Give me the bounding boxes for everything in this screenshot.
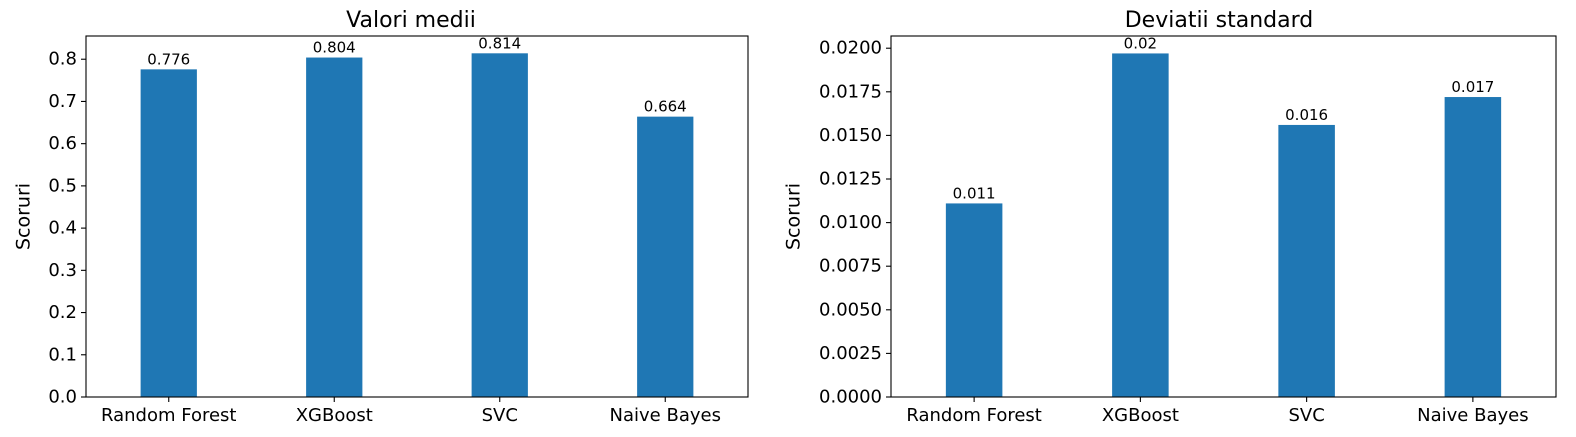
y-tick-label: 0.0150 bbox=[819, 125, 882, 146]
axes-frame bbox=[85, 35, 749, 398]
data-label: 0.664 bbox=[644, 98, 687, 116]
bar bbox=[945, 203, 1003, 397]
x-tick-label: SVC bbox=[1288, 405, 1324, 426]
x-tick-label: XGBoost bbox=[1102, 405, 1179, 426]
bar bbox=[140, 69, 197, 397]
y-tick-label: 0.1 bbox=[48, 344, 77, 365]
bar bbox=[637, 116, 694, 398]
y-tick-label: 0.0075 bbox=[819, 256, 882, 277]
y-tick-label: 0.7 bbox=[48, 91, 77, 112]
y-tick-label: 0.0100 bbox=[819, 212, 882, 233]
x-tick-label: Naive Bayes bbox=[1417, 405, 1528, 426]
data-label: 0.017 bbox=[1451, 78, 1494, 96]
y-tick-label: 0.4 bbox=[48, 218, 77, 239]
y-axis-label: Scoruri bbox=[783, 183, 805, 250]
y-tick-label: 0.8 bbox=[48, 49, 77, 70]
bar bbox=[306, 57, 363, 398]
y-tick-label: 0.6 bbox=[48, 133, 77, 154]
x-tick-label: Random Forest bbox=[101, 405, 236, 426]
y-tick-label: 0.0200 bbox=[819, 38, 882, 59]
subplot-2: Deviatii standard Scoruri 0.011 Random Fore… bbox=[783, 8, 1557, 426]
bar bbox=[1278, 124, 1335, 398]
y-tick-label: 0.5 bbox=[48, 175, 77, 196]
chart-title: Deviatii standard bbox=[1125, 8, 1314, 33]
data-label: 0.804 bbox=[313, 39, 356, 57]
y-tick-label: 0.3 bbox=[48, 260, 77, 281]
data-label: 0.011 bbox=[953, 184, 996, 202]
data-label: 0.776 bbox=[147, 50, 190, 68]
data-label: 0.016 bbox=[1285, 106, 1328, 124]
y-tick-label: 0.0175 bbox=[819, 81, 882, 102]
axes-frame bbox=[890, 35, 1557, 398]
data-label: 0.02 bbox=[1124, 34, 1157, 52]
y-tick-label: 0.0000 bbox=[819, 387, 882, 408]
y-tick-label: 0.0125 bbox=[819, 169, 882, 190]
y-tick-label: 0.0 bbox=[48, 387, 77, 408]
bar bbox=[1112, 53, 1169, 398]
x-tick-label: Naive Bayes bbox=[610, 405, 721, 426]
x-tick-label: XGBoost bbox=[296, 405, 373, 426]
y-tick-label: 0.0025 bbox=[819, 343, 882, 364]
bar bbox=[471, 53, 528, 398]
data-label: 0.814 bbox=[478, 34, 521, 52]
chart-title: Valori medii bbox=[346, 8, 476, 33]
x-tick-label: Random Forest bbox=[906, 405, 1041, 426]
x-tick-label: SVC bbox=[482, 405, 518, 426]
subplot-1: Valori medii Scoruri 0.776 Random Forest 0.8… bbox=[13, 8, 749, 426]
y-axis-label: Scoruri bbox=[13, 183, 35, 250]
y-tick-label: 0.2 bbox=[48, 302, 77, 323]
bar bbox=[1444, 97, 1502, 398]
y-tick-label: 0.0050 bbox=[819, 299, 882, 320]
